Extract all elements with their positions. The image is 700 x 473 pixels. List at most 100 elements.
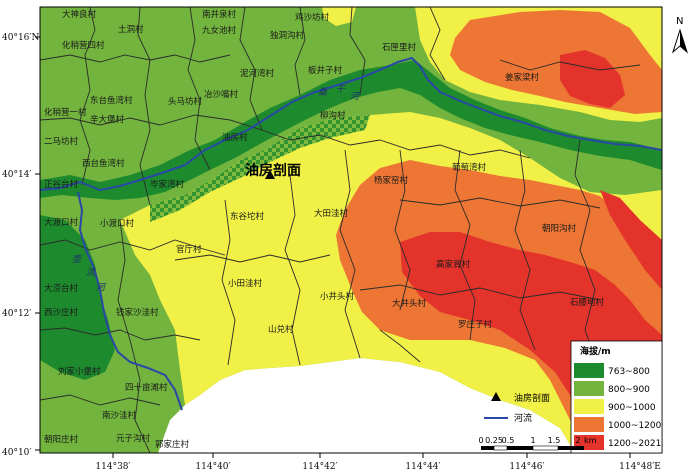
legend-class-label: 763~800 — [608, 367, 650, 377]
lat-tick-label: 40°12′ — [2, 309, 31, 319]
village-label: 化稍营一村 — [44, 107, 87, 118]
village-label: 柳沟村 — [320, 110, 346, 121]
village-label: 东谷坨村 — [230, 211, 265, 222]
village-label: 冶沙嘴村 — [204, 89, 239, 100]
frame-ticks — [35, 36, 631, 458]
village-label: 石腰地村 — [570, 297, 605, 308]
village-label: 四十亩滩村 — [125, 382, 168, 393]
village-label: 小渡口村 — [100, 218, 135, 229]
village-label: 山兑村 — [268, 324, 294, 335]
village-label: 葡萄湾村 — [452, 162, 487, 173]
village-labels: 大神良村 南井泉村 鸡沙坊村 土洞村 九女池村 独洞沟村 化稍营四村 化稍营一村… — [44, 9, 605, 450]
symbol-legend: 油房剖面 河流 — [484, 392, 550, 424]
village-label: 头马坊村 — [168, 96, 203, 107]
lon-tick-label: 114°42′ — [302, 462, 337, 472]
village-label: 南井泉村 — [202, 9, 237, 20]
legend-swatch — [574, 363, 604, 378]
river-label-char: 桑 — [318, 87, 328, 98]
huliu-river — [77, 191, 183, 411]
section-site-marker — [265, 170, 275, 179]
village-label: 钱家沙洼村 — [116, 307, 159, 318]
village-label: 东台鱼湾村 — [90, 95, 133, 106]
village-label: 罗庄子村 — [458, 319, 493, 330]
village-label: 杨家窑村 — [374, 175, 409, 186]
site-legend-icon — [491, 392, 501, 401]
scale-tick-label: 0.5 — [502, 436, 515, 445]
lat-tick-label: 40°10′ — [2, 448, 31, 458]
legend-title: 海拔/m — [580, 345, 611, 357]
river-label-char: 流 — [86, 267, 97, 278]
lon-tick-label: 114°46′ — [509, 462, 544, 472]
river-label-char: 河 — [350, 91, 361, 102]
river-label-char: 干 — [336, 85, 346, 95]
village-label: 泥河湾村 — [240, 68, 275, 79]
village-label: 大神良村 — [62, 9, 97, 20]
village-label: 元子沟村 — [116, 433, 151, 444]
lon-tick-label: 114°44′ — [405, 462, 440, 472]
village-label: 小田洼村 — [228, 278, 263, 289]
legend-class-label: 900~1000 — [608, 403, 656, 413]
north-arrow: N — [671, 16, 689, 54]
village-label: 刘家小堡村 — [58, 366, 101, 377]
village-label: 郭家庄村 — [155, 439, 190, 450]
river-label-char: 壶 — [72, 254, 83, 265]
village-boundaries — [40, 7, 641, 453]
village-label: 岑家湾村 — [150, 179, 185, 190]
river-legend-label: 河流 — [514, 412, 532, 424]
village-label: 朝阳庄村 — [44, 434, 79, 445]
river-label-char: 河 — [96, 282, 107, 293]
lat-tick-label: 40°16′N — [2, 33, 39, 43]
village-label: 大涝台村 — [44, 283, 79, 294]
legend-swatch — [574, 417, 604, 432]
village-label: 大井头村 — [392, 298, 427, 309]
site-legend-label: 油房剖面 — [514, 392, 550, 404]
village-label: 化稍营四村 — [62, 40, 105, 51]
village-label: 高家背村 — [436, 259, 471, 270]
lat-tick-label: 40°14′ — [2, 170, 31, 180]
village-label: 土洞村 — [118, 24, 144, 35]
elevation-zone-900-1000-patch — [322, 7, 356, 26]
village-label: 南沙洼村 — [102, 410, 137, 421]
sanggan-river — [40, 56, 662, 192]
legend-class-label: 1200~2021 — [608, 439, 661, 449]
elevation-transition — [150, 115, 370, 222]
village-label: 大田洼村 — [314, 208, 349, 219]
village-label: 朝阳沟村 — [542, 223, 577, 234]
village-label: 鸡沙坊村 — [295, 12, 330, 23]
scale-tick-label: 1.5 — [548, 436, 561, 445]
scale-tick-label: 0 — [478, 436, 483, 445]
village-label: 二马坊村 — [44, 136, 79, 147]
lon-tick-label: 114°48′E — [619, 462, 661, 472]
village-label: 九女池村 — [202, 25, 237, 36]
village-label: 西沙庄村 — [44, 307, 79, 318]
elevation-zone-763-800 — [40, 60, 662, 200]
scale-tick-label: 0.25 — [485, 436, 503, 445]
village-label: 西台鱼湾村 — [82, 158, 125, 169]
village-label: 油房村 — [222, 132, 248, 143]
village-label: 辛大堡村 — [90, 114, 125, 125]
scale-tick-label: 2 — [575, 436, 580, 445]
village-label: 姜家梁村 — [505, 72, 540, 83]
elevation-zone-1200-2021-north — [560, 50, 625, 108]
legend-class-label: 800~900 — [608, 385, 650, 395]
scale-tick-label: 1 — [530, 436, 535, 445]
section-site-label: 油房剖面 — [245, 162, 301, 179]
village-label: 官厅村 — [176, 244, 202, 255]
village-label: 正谷台村 — [44, 179, 79, 190]
village-label: 板井子村 — [308, 65, 343, 76]
elevation-legend: 海拔/m 763~800 800~900 900~1000 1000~1200 … — [570, 340, 663, 454]
scale-unit: km — [584, 436, 597, 445]
village-label: 独洞沟村 — [270, 30, 305, 41]
legend-swatch — [574, 399, 604, 414]
north-label: N — [676, 16, 683, 27]
legend-box — [570, 340, 663, 454]
village-label: 石匣里村 — [382, 42, 417, 53]
map-frame — [39, 6, 663, 454]
outside-area — [158, 358, 575, 453]
elevation-zone-763-800-west — [40, 215, 115, 380]
lon-tick-label: 114°40′ — [195, 462, 230, 472]
village-label: 大渡口村 — [44, 217, 79, 228]
village-label: 小井头村 — [320, 291, 355, 302]
elevation-zone-1200-2021-east — [600, 190, 662, 290]
